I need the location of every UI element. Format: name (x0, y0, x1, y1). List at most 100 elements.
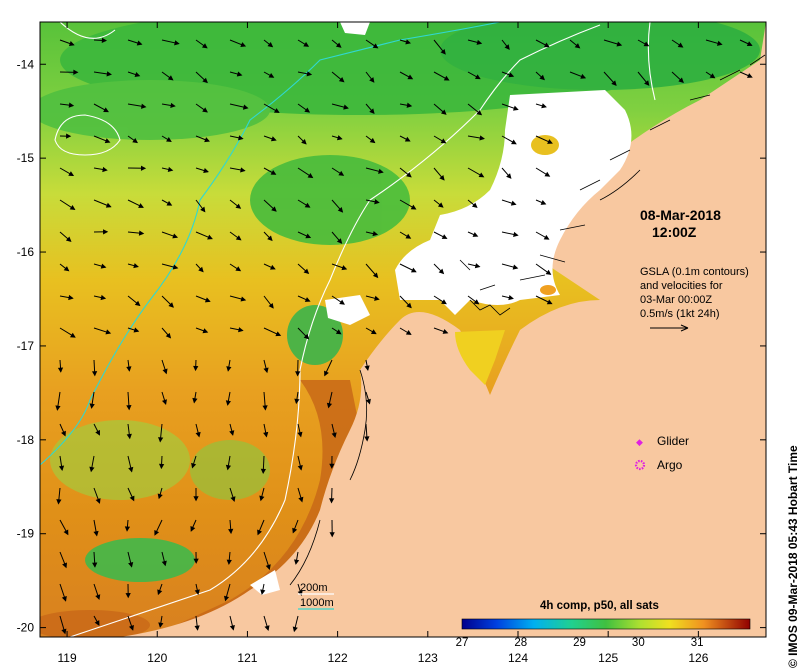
velocity-arrow-head (294, 559, 300, 565)
velocity-arrow-head (263, 431, 269, 438)
velocity-arrow-head (133, 263, 139, 269)
velocity-arrow-head (204, 137, 210, 143)
lat-tick-label: -15 (17, 151, 35, 165)
velocity-arrow-head (677, 42, 684, 48)
velocity-arrow-head (337, 207, 344, 213)
velocity-arrow-head (61, 595, 67, 602)
velocity-arrow-head (268, 302, 274, 309)
velocity-arrow-head (405, 330, 412, 335)
velocity-arrow-head (92, 562, 98, 568)
velocity-arrow-head (267, 42, 274, 48)
velocity-arrow-head (369, 137, 376, 144)
velocity-arrow-head (410, 267, 417, 273)
velocity-arrow-head (270, 170, 277, 175)
velocity-arrow-head (194, 589, 200, 595)
velocity-arrow-head (547, 139, 553, 144)
velocity-arrow-head (338, 77, 345, 83)
velocity-arrow-head (508, 295, 514, 301)
velocity-arrow-head (235, 203, 242, 209)
velocity-arrow-head (479, 135, 485, 141)
velocity-arrow-head (271, 206, 277, 212)
legend-argo: Argo (657, 458, 683, 472)
lat-tick-label: -20 (17, 621, 35, 635)
lat-tick-label: -17 (17, 339, 35, 353)
depth-200-label: 200m (300, 582, 328, 594)
velocity-arrow-head (331, 432, 337, 439)
lat-tick-label: -14 (17, 57, 35, 71)
velocity-arrow-head (161, 560, 167, 567)
velocity-arrow-head (203, 167, 209, 174)
velocity-arrow-head (158, 437, 164, 443)
velocity-arrow-head (441, 299, 447, 305)
velocity-arrow-head (474, 74, 481, 80)
velocity-arrow-head (202, 328, 209, 334)
velocity-arrow-head (546, 299, 553, 305)
velocity-arrow-head (335, 42, 342, 48)
velocity-arrow-head (305, 233, 312, 239)
velocity-arrow-head (100, 294, 107, 301)
velocity-arrow-head (66, 133, 72, 139)
velocity-arrow-head (716, 40, 723, 46)
velocity-arrow-head (225, 464, 232, 471)
velocity-arrow-head (101, 37, 108, 44)
velocity-arrow-head (301, 139, 307, 145)
velocity-arrow-head (539, 74, 545, 81)
velocity-arrow-head (194, 625, 200, 631)
velocity-arrow-head (162, 368, 168, 375)
lat-tick-label: -19 (17, 527, 35, 541)
velocity-arrow-head (545, 269, 552, 275)
velocity-arrow-head (136, 40, 143, 46)
velocity-arrow-head (747, 73, 753, 78)
velocity-arrow-head (242, 104, 249, 110)
velocity-arrow-head (68, 294, 74, 301)
velocity-arrow-head (405, 39, 412, 45)
velocity-arrow-head (158, 622, 164, 628)
velocity-note-line2: and velocities for (640, 280, 723, 292)
velocity-arrow-head (273, 108, 280, 113)
map-date: 08-Mar-2018 (640, 207, 721, 223)
velocity-arrow-head (202, 77, 208, 84)
velocity-arrow-head (643, 41, 650, 47)
velocity-arrow-head (69, 332, 76, 338)
velocity-arrow-head (235, 235, 242, 241)
lon-tick-label: 121 (237, 651, 257, 665)
velocity-arrow-head (471, 202, 478, 208)
glider-marker-icon: ◆ (636, 438, 643, 448)
velocity-arrow-head (580, 73, 587, 79)
velocity-arrow-head (69, 205, 76, 211)
velocity-arrow-head (508, 72, 515, 78)
cloud-mask-top (340, 22, 370, 35)
velocity-arrow-head (132, 137, 138, 144)
velocity-arrow-head (128, 625, 134, 631)
map-time: 12:00Z (652, 224, 697, 240)
velocity-arrow-head (303, 41, 310, 47)
velocity-arrow-head (229, 430, 235, 436)
velocity-arrow-head (329, 532, 335, 538)
velocity-arrow-head (105, 329, 112, 335)
velocity-note-line4: 0.5m/s (1kt 24h) (640, 308, 719, 320)
velocity-arrow-head (260, 468, 267, 475)
velocity-arrow-head (540, 199, 547, 205)
velocity-arrow-head (238, 327, 244, 333)
velocity-arrow-head (229, 624, 235, 631)
velocity-arrow-head (512, 264, 519, 270)
velocity-arrow-head (228, 528, 234, 535)
velocity-arrow-head (140, 103, 147, 109)
velocity-arrow-head (476, 110, 483, 116)
velocity-arrow-head (166, 137, 172, 142)
velocity-arrow-head (440, 109, 447, 115)
velocity-arrow-head (126, 366, 132, 372)
velocity-arrow-head (157, 589, 163, 596)
lon-tick-label: 126 (688, 651, 708, 665)
argo-marker-icon (634, 459, 646, 471)
velocity-arrow-head (374, 295, 380, 301)
velocity-arrow-head (304, 297, 311, 302)
velocity-arrow-head (68, 102, 75, 108)
velocity-arrow-head (94, 620, 100, 626)
credit: © IMOS 09-Mar-2018 05:43 Hobart Time (786, 445, 800, 668)
velocity-arrow-head (369, 77, 375, 83)
cool-water-patches (40, 22, 760, 582)
velocity-arrow-head (226, 366, 232, 372)
velocity-arrow-head (172, 233, 179, 239)
velocity-arrow-head (154, 529, 160, 536)
